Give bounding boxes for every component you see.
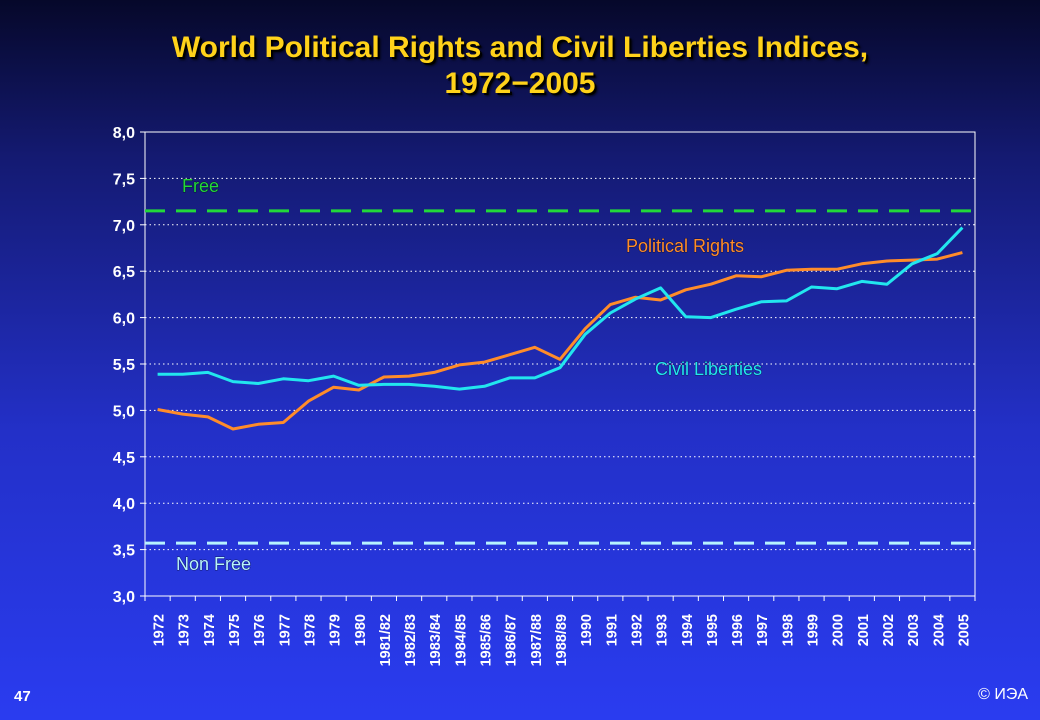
x-tick-label: 1987/88 <box>529 614 545 666</box>
x-tick-label: 1981/82 <box>378 614 394 666</box>
reference-label-free: Free <box>182 176 219 196</box>
chart-annotations: Free Non Free Political Rights Civil Libert… <box>176 176 763 575</box>
x-tick-label: 1982/83 <box>403 614 419 666</box>
x-tick-label: 1977 <box>277 614 293 646</box>
political-rights-line <box>157 251 963 431</box>
x-tick-label: 1975 <box>227 614 243 646</box>
x-tick-label: 1994 <box>680 614 696 646</box>
reference-lines <box>145 209 975 545</box>
slide-title: World Political Rights and Civil Liberti… <box>171 31 869 100</box>
x-tick-label: 1972 <box>152 614 168 646</box>
x-tick-label: 1986/87 <box>504 614 520 666</box>
slide-number: 47 <box>14 688 31 705</box>
x-tick-label: 1996 <box>730 614 746 646</box>
y-tick-label: 7,0 <box>113 218 135 235</box>
series-label-civil-liberties: Civil Liberties <box>655 359 762 379</box>
civil-liberties-line <box>157 226 964 391</box>
x-tick-label: 1993 <box>655 614 671 646</box>
x-tick-label: 2003 <box>906 614 922 646</box>
x-tick-label: 2000 <box>831 614 847 646</box>
y-tick-label: 7,5 <box>113 171 135 188</box>
x-tick-label: 2002 <box>881 614 897 646</box>
x-tick-label: 1978 <box>302 614 318 646</box>
series-label-political-rights: Political Rights <box>626 236 744 256</box>
y-axis: 3,0 3,5 4,0 4,5 5,0 5,5 6,0 6,5 7,0 7,5 8,0 <box>113 125 145 606</box>
y-tick-label: 6,0 <box>113 311 135 328</box>
x-tick-label: 1973 <box>177 614 193 646</box>
x-tick-label: 1984/85 <box>453 614 469 666</box>
y-tick-label: 8,0 <box>113 125 135 142</box>
x-axis: 1972 1973 1974 1975 1976 1977 1978 1979 1980 1981… <box>144 596 976 666</box>
x-tick-label: 1997 <box>755 614 771 646</box>
x-tick-label: 1992 <box>629 614 645 646</box>
x-tick-label: 1979 <box>328 614 344 646</box>
y-tick-label: 4,0 <box>113 496 135 513</box>
x-tick-label: 1995 <box>705 614 721 646</box>
x-tick-label: 1999 <box>806 614 822 646</box>
x-tick-label: 2001 <box>856 614 872 646</box>
series-lines <box>157 226 964 431</box>
x-tick-label: 1980 <box>353 614 369 646</box>
x-tick-label: 1983/84 <box>428 614 444 666</box>
x-tick-label: 1998 <box>780 614 796 646</box>
x-tick-label: 1985/86 <box>479 614 495 666</box>
reference-label-non-free: Non Free <box>176 554 251 574</box>
x-tick-label: 1990 <box>579 614 595 646</box>
x-tick-label: 1988/89 <box>554 614 570 666</box>
y-tick-label: 3,5 <box>113 543 135 560</box>
gridlines <box>145 177 975 551</box>
x-tick-label: 2005 <box>956 614 972 646</box>
x-tick-label: 2004 <box>931 614 947 646</box>
x-tick-label: 1991 <box>604 614 620 646</box>
copyright-text: © ИЭА <box>978 686 1028 703</box>
y-tick-label: 5,0 <box>113 403 135 420</box>
x-tick-label: 1974 <box>202 614 218 646</box>
x-tick-label: 1976 <box>252 614 268 646</box>
y-tick-label: 4,5 <box>113 450 135 467</box>
y-tick-label: 3,0 <box>113 589 135 606</box>
y-tick-label: 5,5 <box>113 357 135 374</box>
y-tick-label: 6,5 <box>113 264 135 281</box>
